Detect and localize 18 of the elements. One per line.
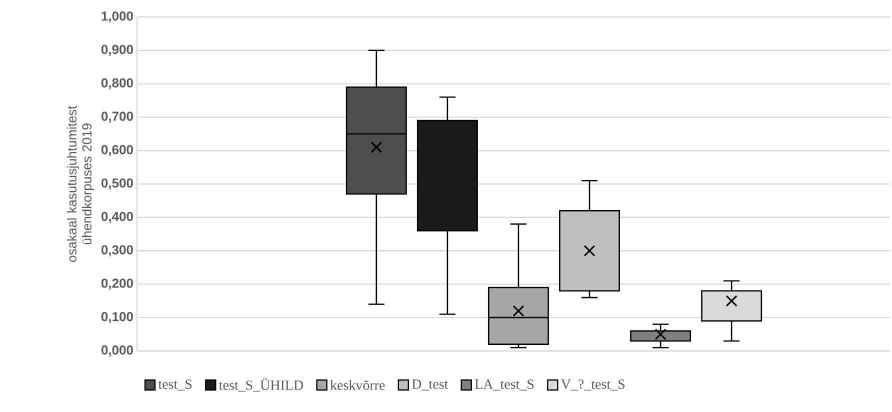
y-tick-label: 0,400	[101, 212, 133, 223]
legend-label: V_?_test_S	[561, 379, 625, 391]
legend-label: test_S_ÜHILD	[218, 378, 304, 392]
y-tick-label: 0,000	[101, 345, 133, 357]
y-tick-label: 0,700	[101, 112, 133, 123]
y-axis-title: osakaal kasutusjuhtumitest ühendkorpuses 2019	[66, 106, 94, 262]
y-tick-label: 0,200	[101, 278, 133, 290]
y-tick-label: 0,800	[101, 78, 133, 90]
y-tick-label: 0,300	[101, 245, 133, 256]
legend-label: D_test	[412, 379, 448, 390]
y-tick-label: 0,500	[101, 178, 133, 190]
y-tick-label: 0,100	[101, 312, 133, 324]
legend-label: keskvõrre	[330, 380, 385, 390]
y-tick-label: 0,600	[101, 145, 133, 156]
legend-label: test_S	[158, 379, 192, 391]
legend-label: LA_test_S	[474, 379, 534, 391]
y-tick-label: 0,900	[101, 44, 133, 56]
y-tick-label: 1,000	[102, 11, 133, 23]
